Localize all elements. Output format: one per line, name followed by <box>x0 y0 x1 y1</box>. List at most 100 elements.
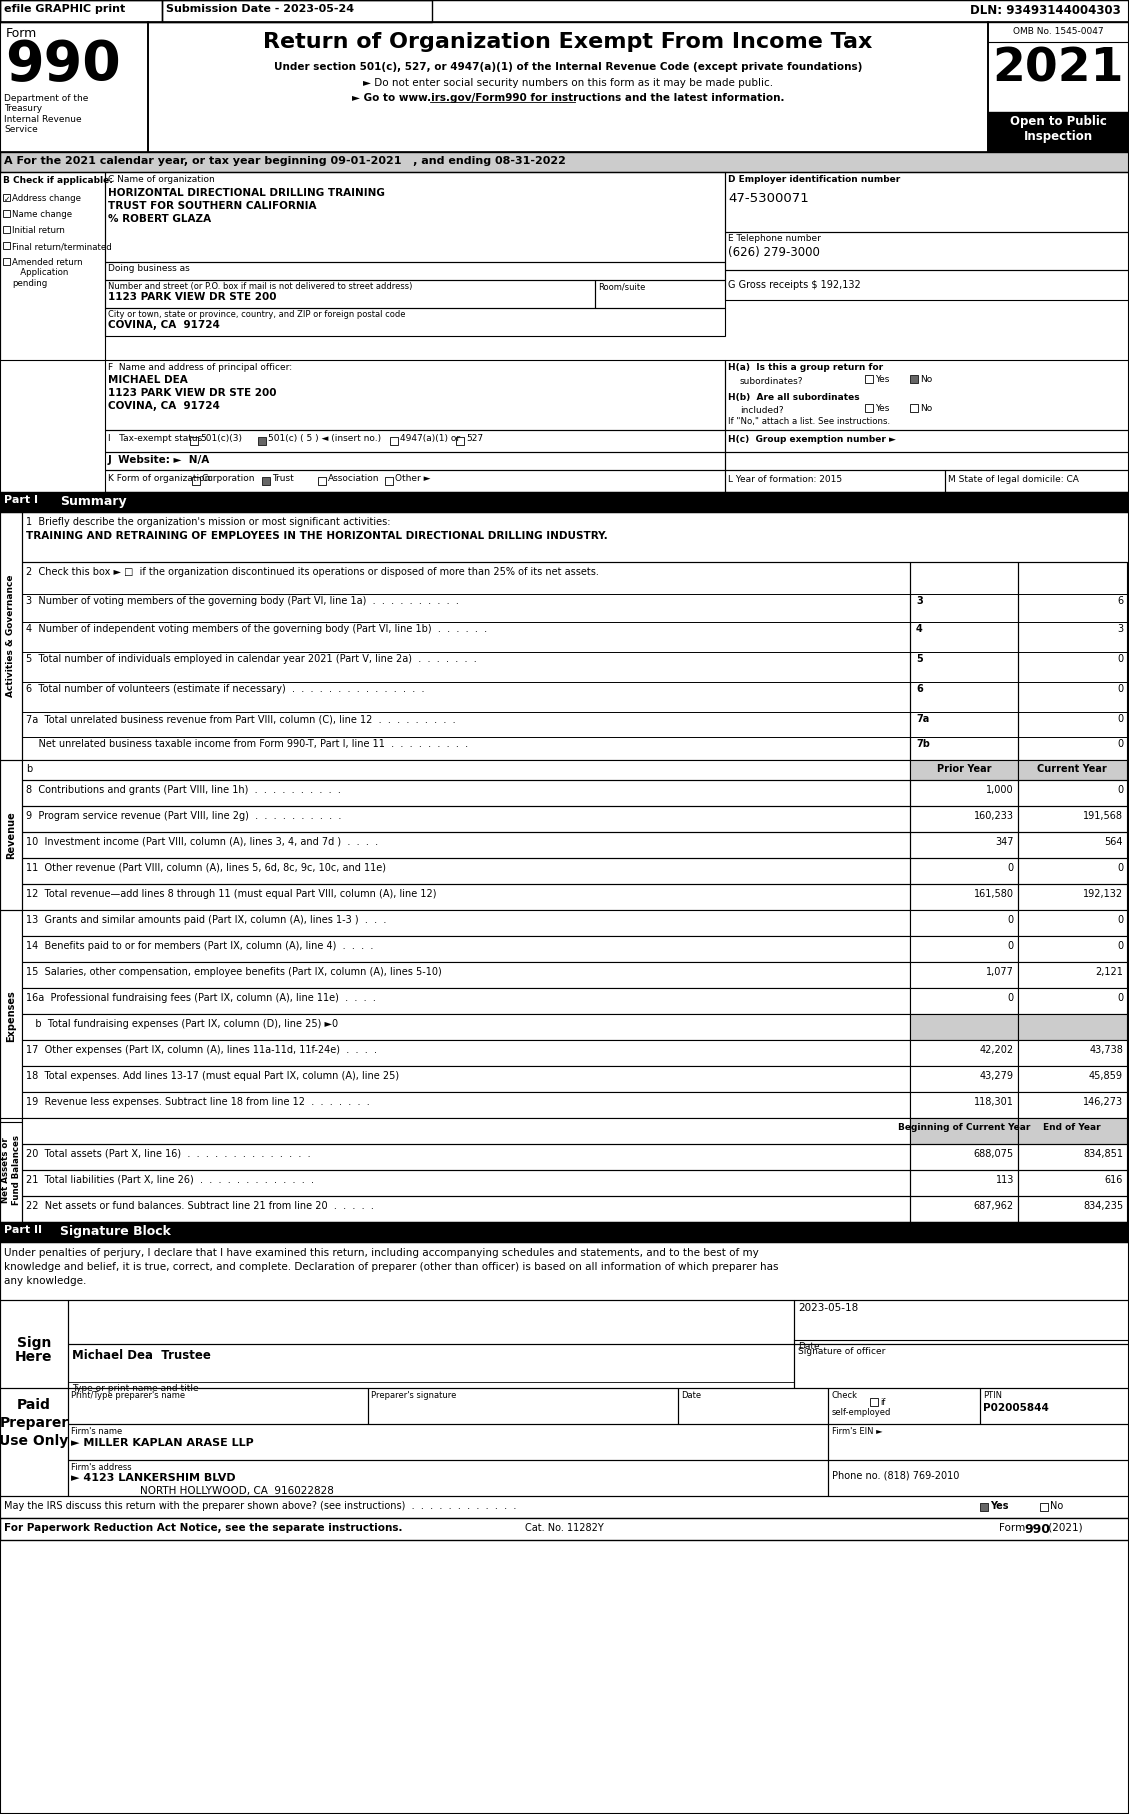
Bar <box>68 1460 828 1497</box>
Bar <box>910 1092 1018 1117</box>
Text: K Form of organization:: K Form of organization: <box>108 473 213 483</box>
Text: Phone no. (818) 769-2010: Phone no. (818) 769-2010 <box>832 1469 960 1480</box>
Bar <box>105 430 725 452</box>
Bar <box>1018 833 1127 858</box>
Text: 0: 0 <box>1117 655 1123 664</box>
Text: 160,233: 160,233 <box>974 811 1014 822</box>
Text: 192,132: 192,132 <box>1083 889 1123 900</box>
Bar <box>0 1223 1129 1243</box>
Text: L Year of formation: 2015: L Year of formation: 2015 <box>728 475 842 484</box>
Text: 0: 0 <box>1117 914 1123 925</box>
Bar <box>105 172 725 261</box>
Text: 10  Investment income (Part VIII, column (A), lines 3, 4, and 7d )  .  .  .  .: 10 Investment income (Part VIII, column … <box>26 836 378 847</box>
Text: Sign: Sign <box>17 1335 51 1350</box>
Bar <box>21 883 910 911</box>
Bar <box>1018 989 1127 1014</box>
Bar <box>865 405 873 412</box>
Bar <box>910 833 1018 858</box>
Text: efile GRAPHIC print: efile GRAPHIC print <box>5 4 125 15</box>
Text: 834,851: 834,851 <box>1083 1148 1123 1159</box>
Text: F  Name and address of principal officer:: F Name and address of principal officer: <box>108 363 292 372</box>
Text: 0: 0 <box>1117 785 1123 795</box>
Text: Part I: Part I <box>5 495 38 504</box>
Text: 0: 0 <box>1008 941 1014 951</box>
Text: Print/Type preparer's name: Print/Type preparer's name <box>71 1391 185 1400</box>
Bar <box>1018 936 1127 961</box>
Bar <box>980 1504 988 1511</box>
Bar <box>3 258 10 265</box>
Bar <box>725 232 1129 270</box>
Bar <box>0 1301 68 1388</box>
Text: self-employed: self-employed <box>832 1408 892 1417</box>
Bar <box>21 1067 910 1092</box>
Text: 6: 6 <box>1117 597 1123 606</box>
Text: Check: Check <box>832 1391 858 1400</box>
Bar <box>262 477 270 484</box>
Bar <box>725 359 1129 430</box>
Text: 0: 0 <box>1117 992 1123 1003</box>
Text: 1,077: 1,077 <box>986 967 1014 978</box>
Text: Association: Association <box>329 473 379 483</box>
Text: 3: 3 <box>1117 624 1123 635</box>
Bar <box>910 1067 1018 1092</box>
Bar <box>0 0 161 22</box>
Bar <box>0 1117 21 1223</box>
Text: 0: 0 <box>1117 684 1123 695</box>
Text: M State of legal domicile: CA: M State of legal domicile: CA <box>948 475 1079 484</box>
Bar <box>385 477 393 484</box>
Text: 43,738: 43,738 <box>1089 1045 1123 1056</box>
Text: Net Assets or
Fund Balances: Net Assets or Fund Balances <box>1 1136 20 1204</box>
Bar <box>1018 1039 1127 1067</box>
Text: if: if <box>879 1399 885 1408</box>
Text: B Check if applicable:: B Check if applicable: <box>3 176 113 185</box>
Bar <box>3 241 10 249</box>
Bar <box>105 261 725 279</box>
Text: Yes: Yes <box>990 1500 1008 1511</box>
Bar <box>68 1301 794 1344</box>
Text: 12  Total revenue—add lines 8 through 11 (must equal Part VIII, column (A), line: 12 Total revenue—add lines 8 through 11 … <box>26 889 437 900</box>
Text: E Telephone number: E Telephone number <box>728 234 821 243</box>
Text: Use Only: Use Only <box>0 1435 69 1448</box>
Bar <box>910 375 918 383</box>
Text: 5  Total number of individuals employed in calendar year 2021 (Part V, line 2a) : 5 Total number of individuals employed i… <box>26 655 476 664</box>
Bar <box>0 22 148 152</box>
Bar <box>21 760 910 780</box>
Text: 2023-05-18: 2023-05-18 <box>798 1302 858 1313</box>
Text: 9  Program service revenue (Part VIII, line 2g)  .  .  .  .  .  .  .  .  .  .: 9 Program service revenue (Part VIII, li… <box>26 811 341 822</box>
Bar <box>980 1504 988 1511</box>
Text: Here: Here <box>16 1350 53 1364</box>
Text: Summary: Summary <box>60 495 126 508</box>
Bar <box>0 1518 1129 1540</box>
Text: % ROBERT GLAZA: % ROBERT GLAZA <box>108 214 211 223</box>
Text: No: No <box>1050 1500 1064 1511</box>
Bar <box>910 760 1018 780</box>
Text: End of Year: End of Year <box>1043 1123 1101 1132</box>
Text: 15  Salaries, other compensation, employee benefits (Part IX, column (A), lines : 15 Salaries, other compensation, employe… <box>26 967 441 978</box>
Text: 17  Other expenses (Part IX, column (A), lines 11a-11d, 11f-24e)  .  .  .  .: 17 Other expenses (Part IX, column (A), … <box>26 1045 377 1056</box>
Text: 687,962: 687,962 <box>974 1201 1014 1212</box>
Text: 501(c)(3): 501(c)(3) <box>200 434 242 443</box>
Text: Return of Organization Exempt From Income Tax: Return of Organization Exempt From Incom… <box>263 33 873 53</box>
Text: 191,568: 191,568 <box>1083 811 1123 822</box>
Bar <box>1018 1195 1127 1223</box>
Text: 47-5300071: 47-5300071 <box>728 192 808 205</box>
Bar <box>595 279 725 308</box>
Text: 347: 347 <box>996 836 1014 847</box>
Bar <box>318 477 326 484</box>
Text: 834,235: 834,235 <box>1083 1201 1123 1212</box>
Text: (2021): (2021) <box>1045 1524 1083 1533</box>
Text: 118,301: 118,301 <box>974 1097 1014 1107</box>
Bar <box>0 1388 68 1497</box>
Bar <box>828 1424 1129 1460</box>
Text: 2  Check this box ► □  if the organization discontinued its operations or dispos: 2 Check this box ► □ if the organization… <box>26 568 598 577</box>
Text: ► Go to www.irs.gov/Form990 for instructions and the latest information.: ► Go to www.irs.gov/Form990 for instruct… <box>352 93 785 103</box>
Text: Firm's name: Firm's name <box>71 1428 122 1437</box>
Bar <box>910 1170 1018 1195</box>
Text: Beginning of Current Year: Beginning of Current Year <box>898 1123 1030 1132</box>
Bar <box>828 1388 980 1424</box>
Text: included?: included? <box>739 406 784 415</box>
Bar <box>21 911 910 936</box>
Text: If "No," attach a list. See instructions.: If "No," attach a list. See instructions… <box>728 417 890 426</box>
Text: Cat. No. 11282Y: Cat. No. 11282Y <box>525 1524 603 1533</box>
Bar <box>910 858 1018 883</box>
